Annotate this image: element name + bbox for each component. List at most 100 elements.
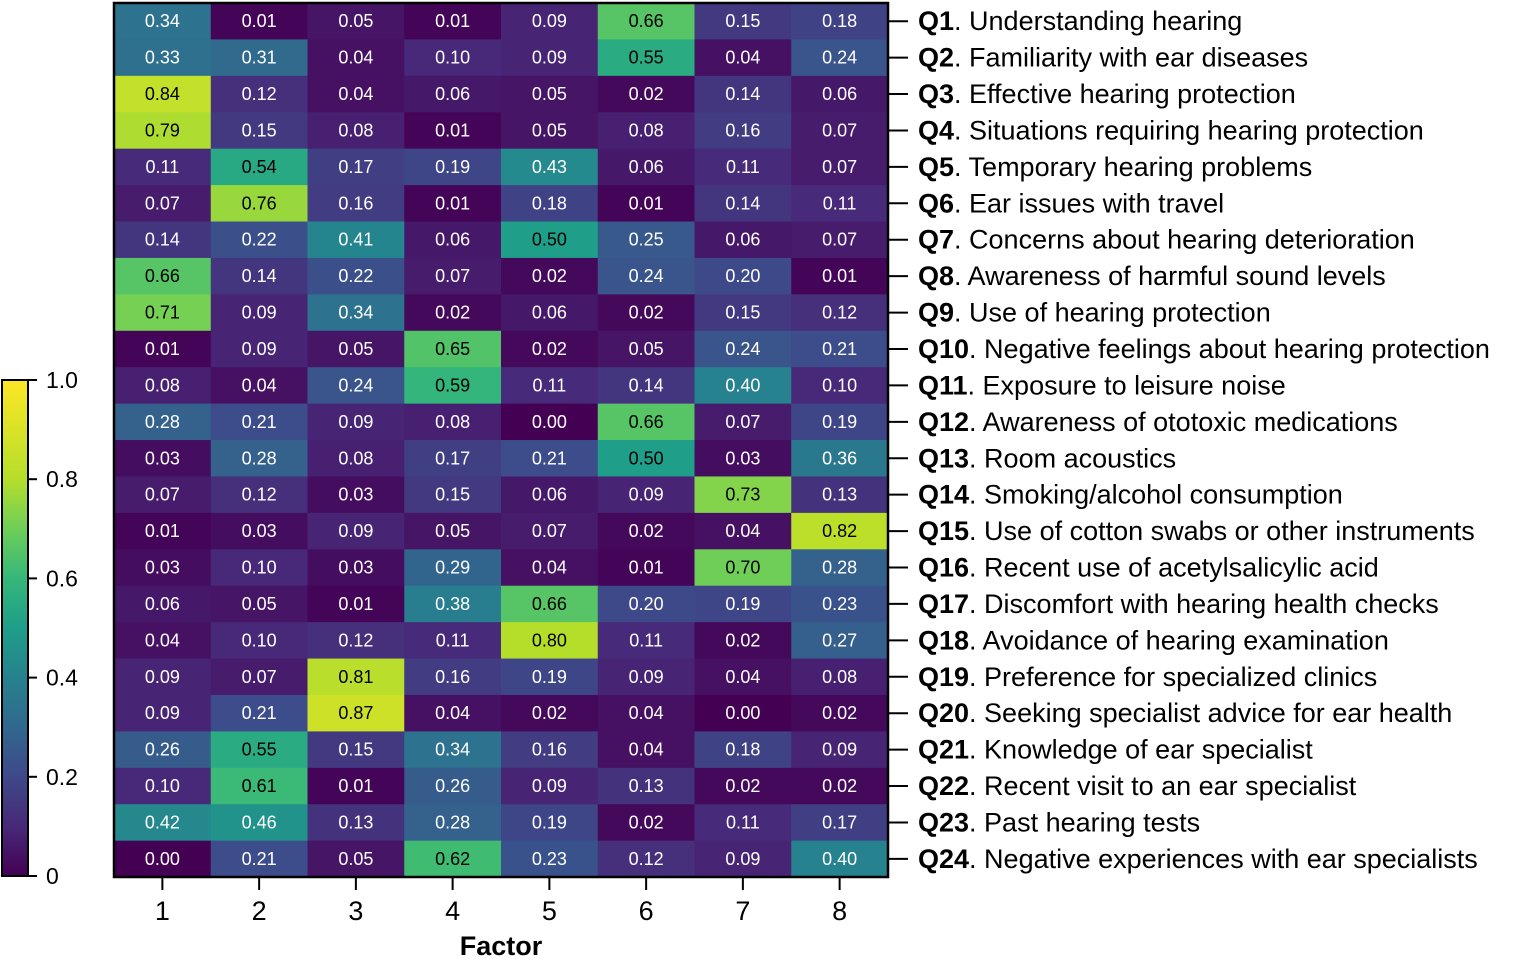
x-axis-label: Factor [460,931,543,961]
cell-value-label: 0.12 [822,303,857,323]
heatmap-cell [307,658,405,696]
row-label: Q2. Familiarity with ear diseases [918,43,1308,73]
row-label-id: Q20 [918,698,969,728]
row-label-text: . Exposure to leisure noise [968,370,1286,400]
cell-value-label: 0.04 [629,703,664,723]
heatmap-cell [307,39,405,77]
cell-value-label: 0.19 [435,157,470,177]
cell-value-label: 0.24 [338,375,373,395]
row-label-text: . Use of hearing protection [954,298,1271,328]
cell-value-label: 0.19 [725,594,760,614]
heatmap-cell [404,440,502,478]
cell-value-label: 0.11 [629,630,663,650]
heatmap-cell [210,112,309,150]
row-label-text: . Ear issues with travel [954,188,1224,218]
heatmap-cell [404,840,502,878]
heatmap-cell [791,440,889,478]
heatmap-cell [597,622,696,660]
cell-value-label: 0.24 [629,266,664,286]
heatmap-cell [307,112,405,150]
cell-value-label: 0.18 [725,740,760,760]
cell-value-label: 0.73 [725,485,760,505]
heatmap-cell [404,731,502,769]
heatmap-cell [404,658,502,696]
cell-value-label: 0.01 [242,11,277,31]
cell-value-label: 0.21 [532,448,567,468]
heatmap-cell [501,549,599,587]
row-label-text: . Smoking/alcohol consumption [969,480,1343,510]
cell-value-label: 0.26 [145,740,180,760]
cell-value-label: 0.06 [435,84,470,104]
heatmap-cell [307,367,405,405]
colorbar-tick-label: 0.6 [46,565,78,591]
heatmap-cell [114,476,212,514]
cell-value-label: 0.21 [242,849,277,869]
cell-value-label: 0.02 [629,84,664,104]
heatmap-cell [501,112,599,150]
heatmap-cell [307,694,405,732]
cell-value-label: 0.19 [532,812,567,832]
cell-value-label: 0.05 [532,120,567,140]
heatmap-cell [210,75,309,113]
heatmap-cell [210,694,309,732]
cell-value-label: 0.16 [532,740,567,760]
heatmap-cell [501,221,599,259]
heatmap-cell [597,148,696,186]
cell-value-label: 0.21 [242,412,277,432]
row-label-text: . Recent use of acetylsalicylic acid [969,553,1379,583]
row-label-text: . Preference for specialized clinics [969,662,1377,692]
heatmap-cell [694,3,792,41]
heatmap-cell [501,403,599,441]
cell-value-label: 0.38 [435,594,470,614]
row-label: Q16. Recent use of acetylsalicylic acid [918,553,1379,583]
heatmap-cell [597,512,696,550]
cell-value-label: 0.09 [532,776,567,796]
cell-value-label: 0.03 [338,558,373,578]
heatmap-cell [307,440,405,478]
heatmap-cell [597,257,696,295]
heatmap-cell [404,112,502,150]
heatmap-cell [307,330,405,368]
heatmap-cell [597,476,696,514]
cell-value-label: 0.06 [725,230,760,250]
heatmap-cell [791,622,889,660]
cell-value-label: 0.10 [145,776,180,796]
row-label: Q17. Discomfort with hearing health chec… [918,589,1439,619]
cell-value-label: 0.31 [242,48,277,68]
cell-value-label: 0.14 [145,230,180,250]
row-label-text: . Negative experiences with ear speciali… [969,844,1478,874]
cell-value-label: 0.18 [532,193,567,213]
cell-value-label: 0.07 [822,230,857,250]
cell-value-label: 0.21 [242,703,277,723]
heatmap-cell [694,585,792,623]
row-label-text: . Situations requiring hearing protectio… [954,115,1424,145]
heatmap-cell [791,294,889,332]
heatmap-cell [791,148,889,186]
cell-value-label: 0.34 [435,740,470,760]
heatmap-cell [210,148,309,186]
heatmap-cell [210,767,309,805]
cell-value-label: 0.50 [532,230,567,250]
cell-value-label: 0.34 [338,303,373,323]
heatmap-cell [501,75,599,113]
heatmap-cell [114,403,212,441]
cell-value-label: 0.08 [435,412,470,432]
heatmap-cell [307,840,405,878]
cell-value-label: 0.03 [338,485,373,505]
heatmap-cell [404,403,502,441]
cell-value-label: 0.71 [145,303,180,323]
cell-value-label: 0.19 [532,667,567,687]
heatmap-cell [114,549,212,587]
heatmap-cell [791,658,889,696]
cell-value-label: 0.09 [532,48,567,68]
cell-value-label: 0.09 [338,521,373,541]
heatmap-cell [791,257,889,295]
cell-value-label: 0.06 [532,485,567,505]
row-label-text: . Awareness of ototoxic medications [969,407,1398,437]
cell-value-label: 0.10 [242,558,277,578]
cell-value-label: 0.66 [532,594,567,614]
row-label: Q12. Awareness of ototoxic medications [918,407,1398,437]
heatmap-cell [210,512,309,550]
heatmap-cell [597,585,696,623]
